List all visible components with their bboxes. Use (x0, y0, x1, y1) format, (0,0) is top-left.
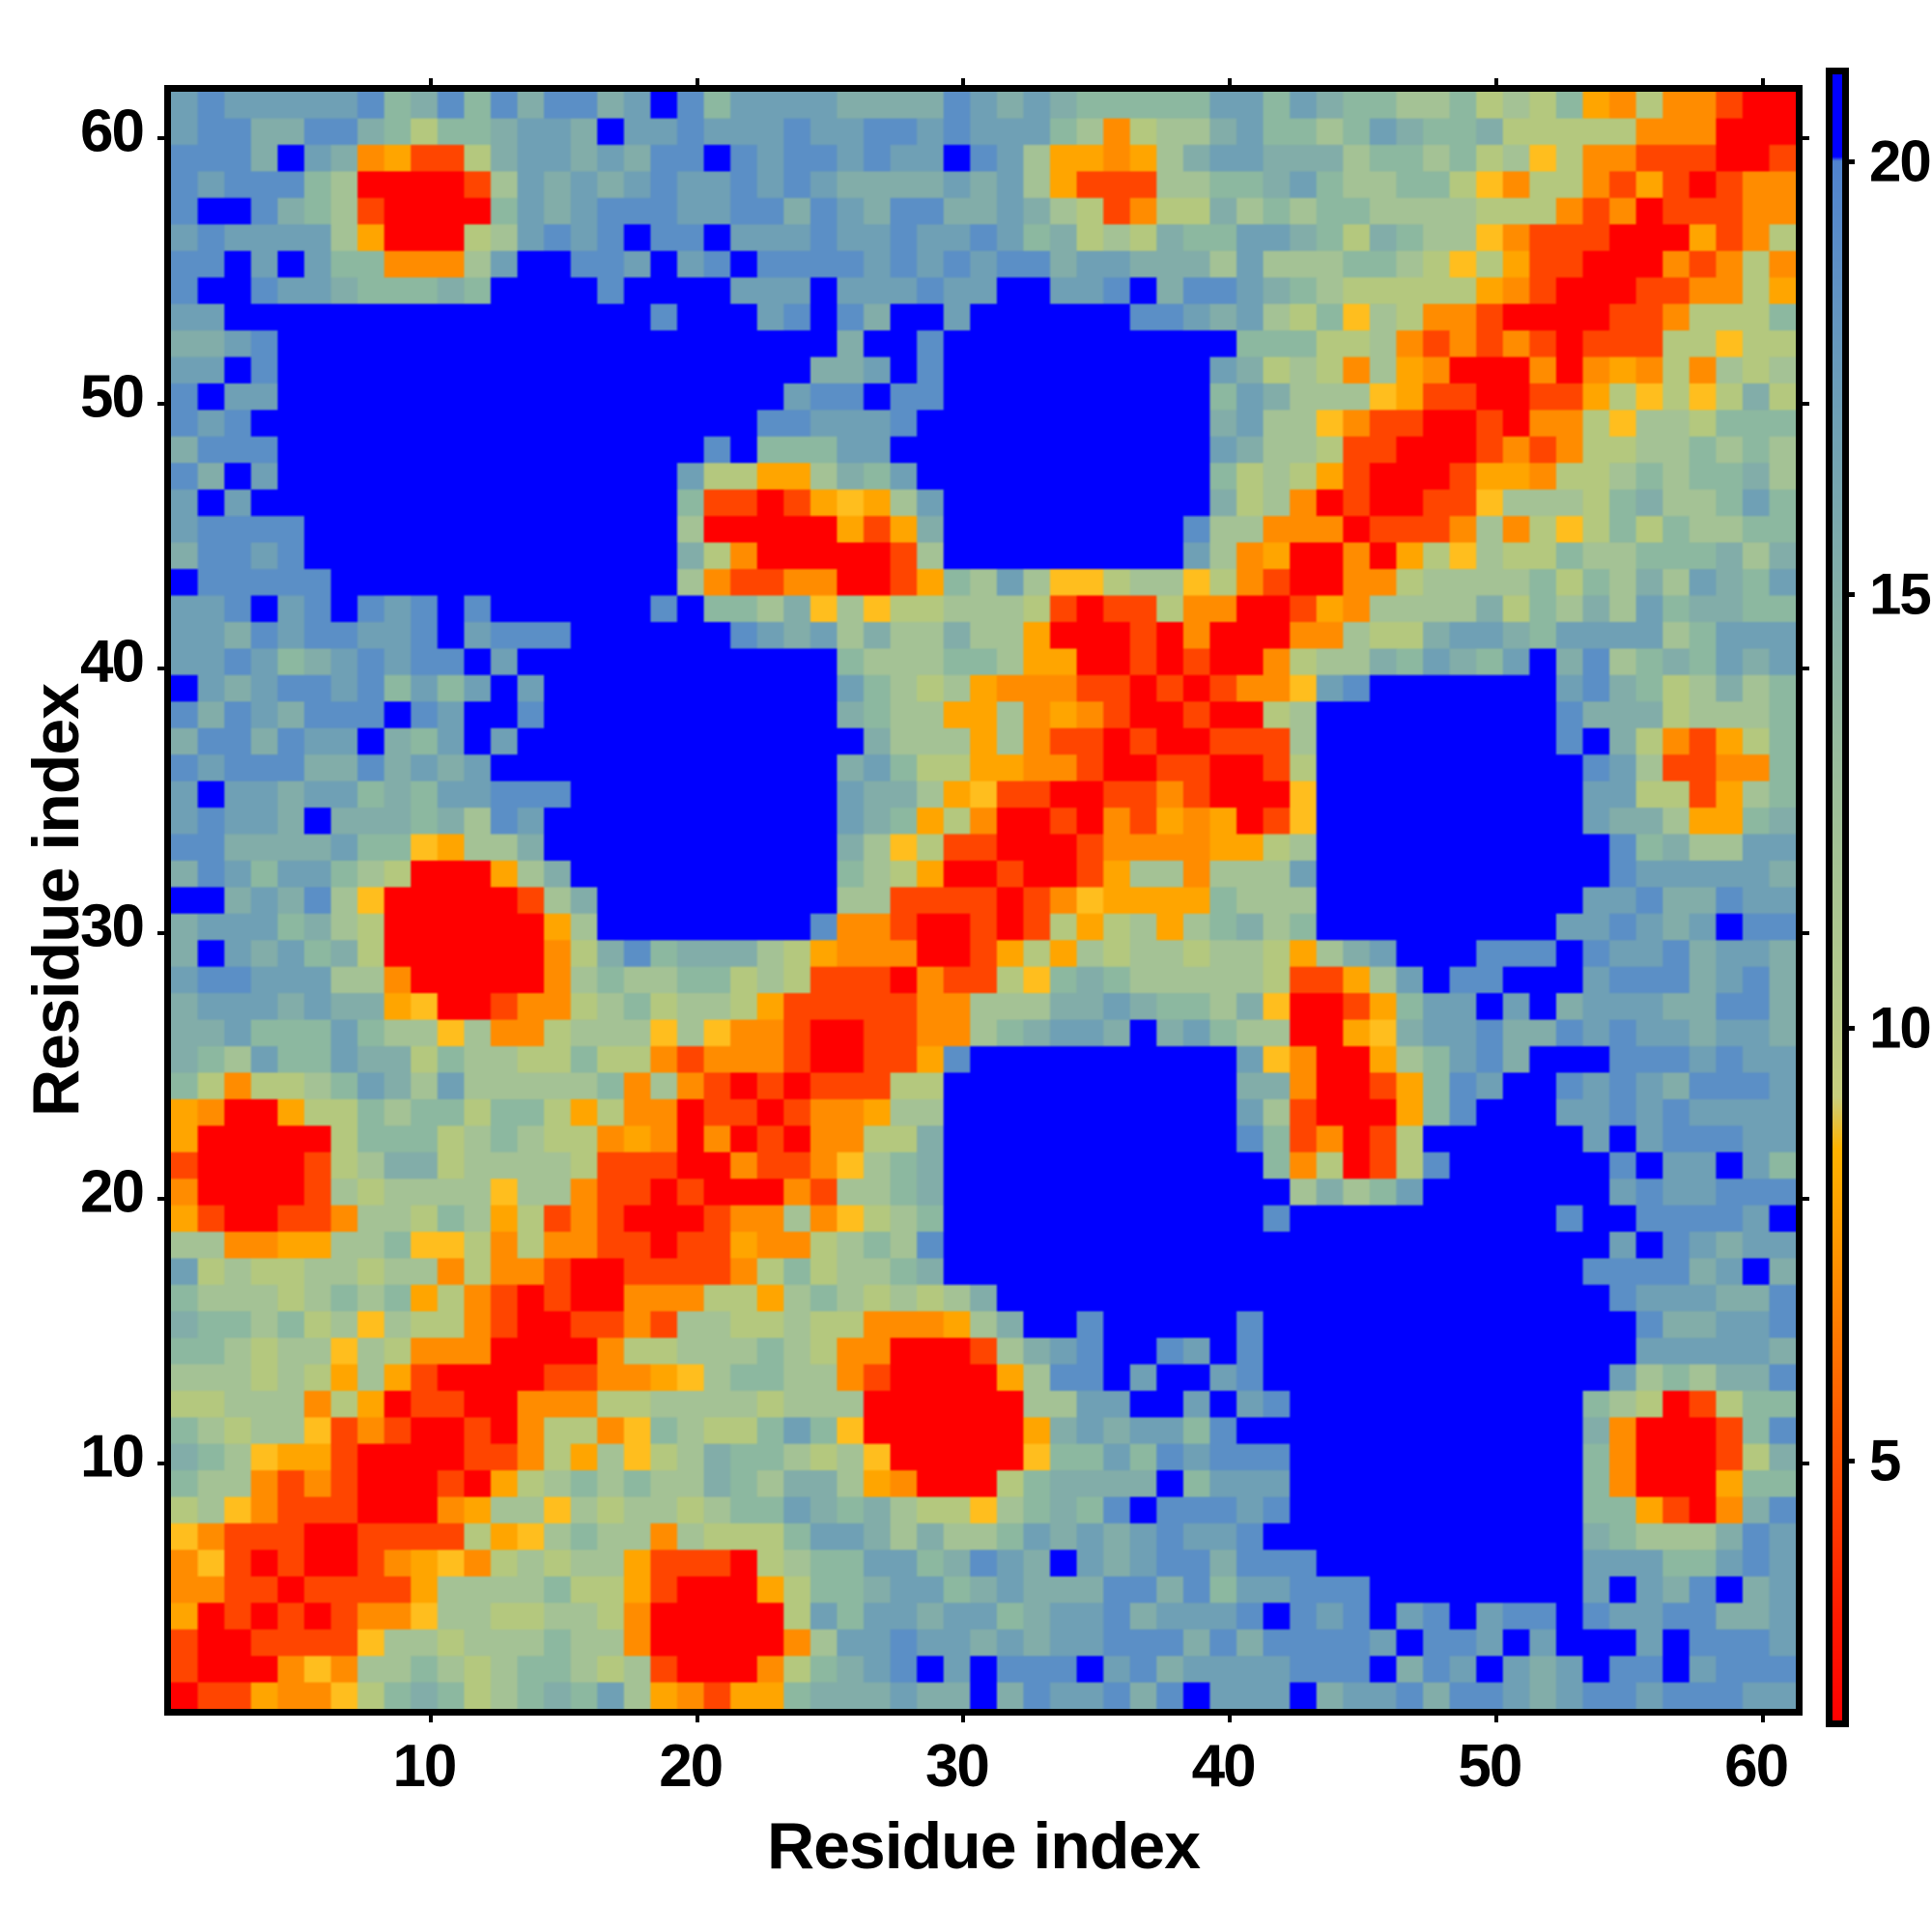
y-axis-tick-right (1796, 136, 1809, 141)
y-axis-tick-left (157, 1196, 171, 1201)
y-axis-tick-right (1796, 1462, 1809, 1466)
x-axis-tick-label: 50 (1458, 1733, 1522, 1800)
colorbar-tick (1842, 1025, 1855, 1031)
colorbar-gradient (1833, 74, 1842, 1720)
y-axis-title: Residue index (19, 683, 93, 1118)
colorbar-tick (1842, 1458, 1855, 1463)
colorbar-tick-label: 20 (1869, 128, 1932, 194)
y-axis-tick-label: 10 (80, 1423, 145, 1491)
x-axis-tick-label: 20 (659, 1733, 724, 1800)
colorbar-tick (1842, 592, 1855, 598)
colorbar-tick (1842, 158, 1855, 164)
y-axis-tick-left (157, 931, 171, 936)
y-axis-tick-right (1796, 931, 1809, 936)
y-axis-tick-left (157, 667, 171, 671)
x-axis-tick-label: 60 (1724, 1733, 1789, 1800)
x-axis-tick-top (428, 78, 433, 92)
y-axis-tick-left (157, 1462, 171, 1466)
x-axis-tick-bottom (1760, 1709, 1765, 1722)
x-axis-tick-bottom (1228, 1709, 1233, 1722)
y-axis-tick-left (157, 136, 171, 141)
colorbar-tick-label: 5 (1869, 1428, 1901, 1493)
y-axis-tick-label: 60 (80, 98, 145, 165)
x-axis-title: Residue index (766, 1809, 1201, 1883)
x-axis-tick-label: 10 (392, 1733, 457, 1800)
colorbar (1826, 68, 1855, 1727)
y-axis-tick-label: 40 (80, 628, 145, 696)
y-axis-tick-label: 20 (80, 1158, 145, 1226)
y-axis-tick-label: 30 (80, 893, 145, 960)
heatmap-plot-area (157, 78, 1809, 1722)
x-axis-tick-bottom (428, 1709, 433, 1722)
y-axis-tick-right (1796, 667, 1809, 671)
colorbar-tick-label: 15 (1869, 561, 1932, 627)
colorbar-tick-label: 10 (1869, 995, 1932, 1061)
x-axis-tick-bottom (1493, 1709, 1498, 1722)
x-axis-tick-bottom (961, 1709, 966, 1722)
x-axis-tick-label: 30 (924, 1733, 990, 1800)
y-axis-tick-left (157, 401, 171, 406)
y-axis-tick-label: 50 (80, 363, 145, 431)
x-axis-tick-top (961, 78, 966, 92)
y-axis-tick-right (1796, 401, 1809, 406)
x-axis-tick-top (1760, 78, 1765, 92)
x-axis-tick-bottom (695, 1709, 699, 1722)
heatmap-canvas (171, 92, 1796, 1709)
x-axis-tick-top (1493, 78, 1498, 92)
x-axis-tick-label: 40 (1191, 1733, 1257, 1800)
x-axis-tick-top (695, 78, 699, 92)
x-axis-tick-top (1228, 78, 1233, 92)
y-axis-tick-right (1796, 1196, 1809, 1201)
